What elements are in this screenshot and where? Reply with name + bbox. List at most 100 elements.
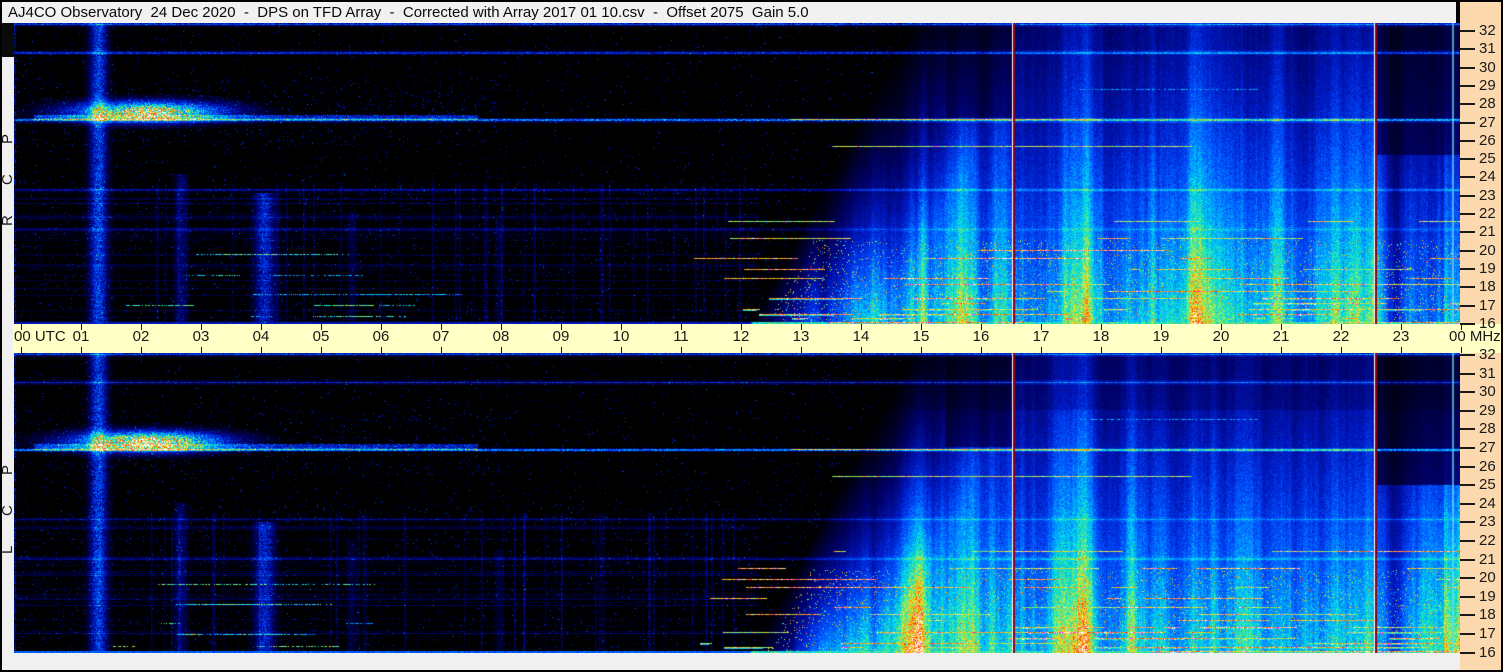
freq-label: 21 (1479, 223, 1496, 240)
left-label-column (2, 23, 14, 670)
hour-tick (321, 347, 322, 353)
freq-label: 32 (1479, 22, 1496, 39)
hour-tick (1041, 324, 1042, 330)
hour-label: 22 (1332, 328, 1350, 345)
freq-label: 30 (1479, 59, 1496, 76)
hour-tick (381, 324, 382, 330)
freq-label: 25 (1479, 150, 1496, 167)
hour-tick (981, 324, 982, 330)
freq-label: 16 (1479, 315, 1496, 332)
hour-tick (861, 347, 862, 353)
hour-tick (621, 347, 622, 353)
hour-tick (261, 324, 262, 330)
freq-tick (1460, 447, 1475, 449)
hour-tick (741, 324, 742, 330)
freq-tick (1460, 354, 1475, 356)
hour-label: 19 (1152, 328, 1170, 345)
hour-tick (1341, 347, 1342, 353)
freq-label: 20 (1479, 242, 1496, 259)
hour-label: 15 (912, 328, 930, 345)
panel-label-rcp: R C P (0, 120, 16, 226)
title-bar: AJ4CO Observatory 24 Dec 2020 - DPS on T… (2, 2, 1456, 23)
freq-tick (1460, 577, 1475, 579)
freq-tick (1460, 176, 1475, 178)
hour-label: 00 UTC (14, 328, 66, 345)
freq-tick (1460, 305, 1475, 307)
freq-label: 30 (1479, 383, 1496, 400)
freq-tick (1460, 652, 1475, 654)
freq-label: 22 (1479, 532, 1496, 549)
freq-tick (1460, 391, 1475, 393)
freq-tick (1460, 140, 1475, 142)
hour-tick (741, 347, 742, 353)
freq-label: 29 (1479, 77, 1496, 94)
hour-label: 21 (1272, 328, 1290, 345)
freq-label: 24 (1479, 168, 1496, 185)
hour-tick (1461, 324, 1462, 330)
hour-label: 08 (492, 328, 510, 345)
freq-tick (1460, 250, 1475, 252)
hour-label: 01 (72, 328, 90, 345)
left-column-notch (2, 23, 14, 57)
freq-label: 24 (1479, 495, 1496, 512)
freq-tick (1460, 103, 1475, 105)
hour-label: 06 (372, 328, 390, 345)
hour-tick (681, 324, 682, 330)
freq-tick (1460, 122, 1475, 124)
hour-tick (81, 347, 82, 353)
freq-tick (1460, 614, 1475, 616)
hour-tick (1401, 347, 1402, 353)
freq-tick (1460, 158, 1475, 160)
freq-tick (1460, 373, 1475, 375)
hour-tick (1221, 324, 1222, 330)
freq-label: 19 (1479, 260, 1496, 277)
freq-tick (1460, 521, 1475, 523)
hour-label: 13 (792, 328, 810, 345)
freq-label: 22 (1479, 205, 1496, 222)
hour-tick (321, 324, 322, 330)
hour-tick (1101, 324, 1102, 330)
spectrogram-rcp (14, 23, 1460, 324)
freq-tick (1460, 410, 1475, 412)
freq-tick (1460, 503, 1475, 505)
freq-tick (1460, 540, 1475, 542)
hour-tick (21, 347, 22, 353)
freq-tick (1460, 231, 1475, 233)
hour-label: 00 MHz (1449, 328, 1501, 345)
hour-tick (561, 324, 562, 330)
hour-tick (681, 347, 682, 353)
freq-tick (1460, 428, 1475, 430)
hour-tick (201, 324, 202, 330)
hour-tick (141, 347, 142, 353)
hour-label: 07 (432, 328, 450, 345)
hour-tick (201, 347, 202, 353)
hour-label: 11 (673, 328, 689, 345)
hour-tick (1461, 347, 1462, 353)
freq-tick (1460, 85, 1475, 87)
freq-label: 18 (1479, 606, 1496, 623)
hour-tick (921, 347, 922, 353)
hour-tick (381, 347, 382, 353)
title-text: AJ4CO Observatory 24 Dec 2020 - DPS on T… (8, 4, 809, 21)
hour-label: 10 (612, 328, 630, 345)
hour-tick (801, 324, 802, 330)
hour-tick (1221, 347, 1222, 353)
freq-label: 31 (1479, 365, 1496, 382)
freq-tick (1460, 484, 1475, 486)
panel-label-lcp: L C P (0, 452, 16, 554)
freq-label: 27 (1479, 439, 1496, 456)
hour-label: 04 (252, 328, 270, 345)
freq-label: 18 (1479, 278, 1496, 295)
hour-tick (441, 324, 442, 330)
hour-tick (861, 324, 862, 330)
hour-tick (1401, 324, 1402, 330)
freq-label: 26 (1479, 458, 1496, 475)
hour-label: 03 (192, 328, 210, 345)
hour-tick (1281, 347, 1282, 353)
freq-label: 17 (1479, 625, 1496, 642)
freq-label: 23 (1479, 187, 1496, 204)
freq-label: 31 (1479, 40, 1496, 57)
freq-tick (1460, 466, 1475, 468)
freq-tick (1460, 268, 1475, 270)
hour-tick (1281, 324, 1282, 330)
